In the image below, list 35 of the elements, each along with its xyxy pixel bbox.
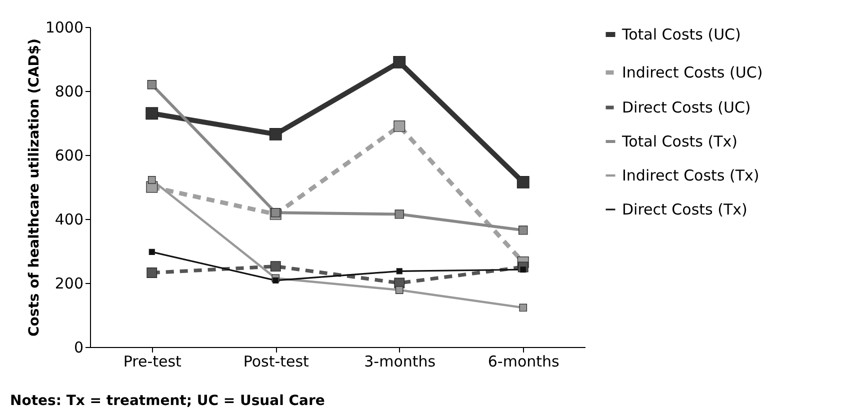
- point: [518, 226, 528, 235]
- point: [395, 286, 404, 294]
- x-tick-label: 6-months: [488, 352, 560, 370]
- legend-label: Total Costs (UC): [621, 26, 741, 44]
- point: [519, 304, 528, 312]
- point: [272, 277, 279, 284]
- legend-label: Indirect Costs (Tx): [622, 166, 760, 184]
- point: [148, 248, 155, 255]
- y-tick-label: 400: [54, 210, 84, 228]
- x-tick-label: 3-months: [364, 352, 436, 370]
- point: [396, 268, 402, 274]
- point: [393, 56, 406, 68]
- legend-label: Total Costs (Tx): [621, 132, 738, 150]
- point: [270, 261, 281, 272]
- point: [147, 80, 156, 90]
- y-tick-label: 200: [54, 274, 84, 292]
- x-tick-label: Post-test: [243, 352, 310, 370]
- y-axis-title: Costs of healthcare utilization (CAD$): [26, 38, 42, 336]
- y-tick-label: 600: [54, 146, 84, 164]
- point: [146, 268, 158, 278]
- legend-label: Indirect Costs (UC): [622, 64, 763, 82]
- text: Notes: Tx = treatment; UC = Usual Care: [10, 393, 325, 409]
- point: [146, 107, 158, 120]
- point: [394, 120, 406, 132]
- y-tick-label: 1000: [45, 18, 84, 36]
- point: [269, 128, 282, 140]
- legend-label: Direct Costs (Tx): [622, 200, 748, 218]
- legend-label: Direct Costs (UC): [622, 98, 751, 116]
- point: [394, 210, 404, 219]
- point: [516, 176, 530, 188]
- y-tick-label: 800: [54, 82, 84, 100]
- point: [148, 176, 156, 184]
- x-tick-label: Pre-test: [123, 352, 182, 370]
- y-tick-label: 0: [74, 338, 84, 356]
- point: [271, 208, 280, 218]
